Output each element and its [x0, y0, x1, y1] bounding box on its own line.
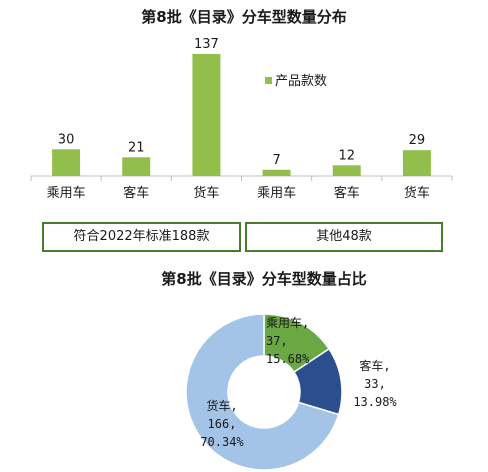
donut-data-label: 13.98%: [353, 395, 397, 409]
x-tick-label: 乘用车: [257, 185, 296, 201]
x-tick-label: 货车: [193, 185, 219, 201]
pie-chart-title: 第8批《目录》分车型数量占比: [161, 270, 367, 288]
x-tick-label: 客车: [123, 185, 149, 201]
donut-slice: [185, 313, 340, 471]
bar-data-label: 12: [338, 148, 355, 163]
donut-slice: [292, 347, 343, 416]
bar-data-label: 137: [194, 37, 219, 52]
group-label-box-other: 其他48款: [245, 222, 443, 252]
donut-data-label: 33,: [364, 377, 386, 391]
donut-data-label: 15.68%: [266, 352, 310, 366]
bar-data-label: 21: [128, 140, 145, 155]
bar-data-label: 7: [272, 153, 280, 168]
bar: [192, 54, 221, 176]
bar: [52, 149, 81, 176]
bar-chart-title: 第8批《目录》分车型数量分布: [141, 8, 347, 26]
bar: [122, 157, 151, 176]
donut-data-label: 货车,: [206, 398, 237, 413]
donut-data-label: 37,: [266, 334, 288, 348]
legend-label: 产品款数: [275, 74, 327, 89]
legend-swatch: [265, 77, 272, 84]
bar: [402, 150, 431, 176]
x-tick-label: 货车: [404, 185, 430, 201]
bar: [332, 165, 361, 176]
bar-chart: 30 乘用车 21 客车 137 货车 7 乘用车 12 客车 29 货车 产品款数: [30, 37, 453, 201]
x-tick-label: 乘用车: [47, 185, 86, 201]
donut-data-label: 70.34%: [200, 435, 244, 449]
x-tick-label: 客车: [334, 185, 360, 201]
donut-data-label: 乘用车,: [266, 315, 309, 330]
donut-data-label: 客车,: [359, 358, 390, 373]
group-label-box-2022: 符合2022年标准188款: [42, 222, 241, 252]
bar-data-label: 29: [409, 133, 426, 148]
donut-slice: [263, 313, 331, 374]
bar: [262, 169, 291, 176]
bar-data-label: 30: [58, 132, 75, 147]
donut-data-label: 166,: [208, 417, 237, 431]
